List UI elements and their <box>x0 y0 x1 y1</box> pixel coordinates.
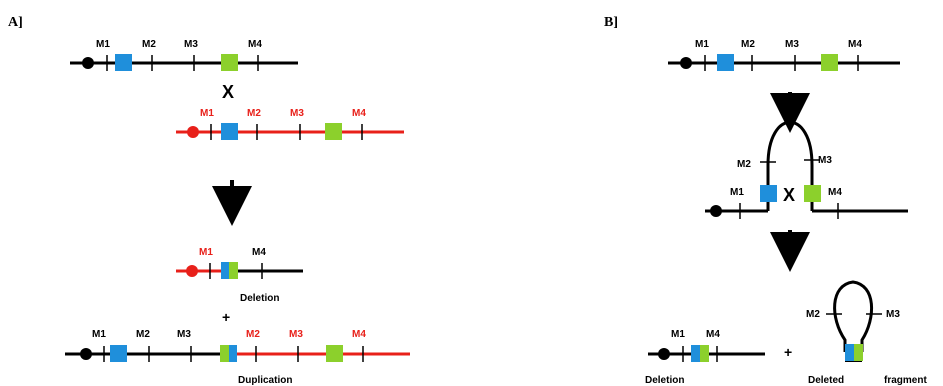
marker-label-m2: M2 <box>806 309 820 320</box>
marker-label-m1: M1 <box>92 329 106 340</box>
green-repeat <box>326 345 343 362</box>
green-repeat <box>221 54 238 71</box>
blue-repeat <box>115 54 132 71</box>
green-repeat <box>821 54 838 71</box>
crossover-symbol: X <box>222 82 234 102</box>
blue-repeat <box>760 185 777 202</box>
marker-label-m1: M1 <box>200 108 214 119</box>
marker-label-m3-red: M3 <box>289 329 303 340</box>
crossover-symbol: X <box>783 185 795 205</box>
blue-repeat-half <box>691 345 700 362</box>
green-repeat <box>325 123 342 140</box>
marker-label-m2: M2 <box>142 39 156 50</box>
green-repeat-half <box>700 345 709 362</box>
marker-label-m2: M2 <box>136 329 150 340</box>
marker-label-m4: M4 <box>848 39 862 50</box>
green-repeat <box>804 185 821 202</box>
deleted-caption: Deleted <box>808 375 844 386</box>
green-repeat-half <box>229 262 238 279</box>
deletion-caption: Deletion <box>645 375 684 386</box>
chromosome-a2: M1 M2 M3 M4 <box>176 108 404 140</box>
marker-label-m4: M4 <box>828 187 842 198</box>
blue-repeat-half <box>845 344 854 361</box>
plus-symbol-a: + <box>222 309 230 325</box>
marker-label-m1: M1 <box>96 39 110 50</box>
centromere <box>80 348 92 360</box>
blue-repeat-half <box>229 345 237 362</box>
centromere <box>187 126 199 138</box>
chromosome-a1: M1 M2 M3 M4 <box>70 39 298 71</box>
fragment-loop <box>833 280 874 352</box>
centromere <box>710 205 722 217</box>
marker-label-m3: M3 <box>818 155 832 166</box>
marker-label-m4: M4 <box>352 108 366 119</box>
marker-label-m4: M4 <box>248 39 262 50</box>
blue-repeat <box>110 345 127 362</box>
deleted-fragment: M2 M3 Deleted fragment <box>806 280 927 386</box>
duplication-product-a: M1 M2 M3 M2 M3 M4 Duplication <box>65 329 410 386</box>
marker-label-m4: M4 <box>252 247 266 258</box>
green-repeat-half <box>854 344 863 361</box>
looped-chromosome-b: X M1 M2 M3 M4 <box>705 121 908 219</box>
marker-label-m3: M3 <box>184 39 198 50</box>
marker-label-m1: M1 <box>730 187 744 198</box>
chromosome-b1: M1 M2 M3 M4 <box>668 39 900 71</box>
blue-repeat <box>717 54 734 71</box>
blue-repeat-half <box>221 262 229 279</box>
marker-label-m3: M3 <box>886 309 900 320</box>
blue-repeat <box>221 123 238 140</box>
duplication-caption: Duplication <box>238 375 292 386</box>
marker-label-m3: M3 <box>290 108 304 119</box>
marker-label-m4-red: M4 <box>352 329 366 340</box>
deletion-product-b: M1 M4 Deletion <box>645 329 765 386</box>
plus-symbol-b: + <box>784 344 792 360</box>
loop-arc <box>766 121 814 189</box>
marker-label-m1: M1 <box>695 39 709 50</box>
panel-b-label: B] <box>604 15 618 30</box>
centromere <box>186 265 198 277</box>
marker-label-m2: M2 <box>741 39 755 50</box>
marker-label-m3: M3 <box>177 329 191 340</box>
green-repeat-half <box>220 345 229 362</box>
centromere <box>82 57 94 69</box>
marker-label-m2: M2 <box>737 159 751 170</box>
panel-a-label: A] <box>8 15 23 30</box>
deletion-caption: Deletion <box>240 293 279 304</box>
centromere <box>680 57 692 69</box>
centromere <box>658 348 670 360</box>
marker-label-m4: M4 <box>706 329 720 340</box>
marker-label-m3: M3 <box>785 39 799 50</box>
fragment-caption: fragment <box>884 375 927 386</box>
marker-label-m2: M2 <box>247 108 261 119</box>
marker-label-m1: M1 <box>199 247 213 258</box>
marker-label-m2-red: M2 <box>246 329 260 340</box>
deletion-product-a: M1 M4 Deletion <box>176 247 303 304</box>
marker-label-m1: M1 <box>671 329 685 340</box>
